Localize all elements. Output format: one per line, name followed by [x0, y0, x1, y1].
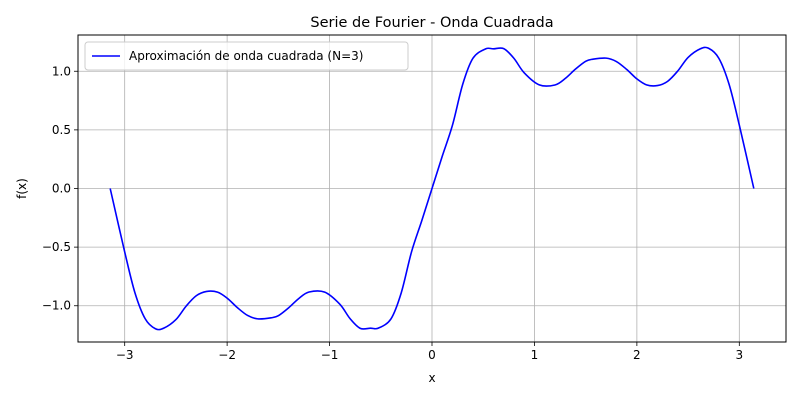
x-tick-label: −3 — [116, 348, 134, 362]
x-tick-label: −2 — [218, 348, 236, 362]
series-line — [109, 46, 755, 331]
plot-lines — [109, 46, 755, 331]
legend: Aproximación de onda cuadrada (N=3) — [84, 41, 409, 71]
legend-box — [84, 41, 409, 71]
y-tick-label: −0.5 — [42, 240, 71, 254]
x-tick-label: 1 — [531, 348, 539, 362]
y-tick-label: 0.0 — [52, 182, 71, 196]
x-tick-label: 3 — [735, 348, 743, 362]
x-tick-label: −1 — [321, 348, 339, 362]
y-axis-label: f(x) — [15, 178, 29, 199]
y-tick-label: 0.5 — [52, 123, 71, 137]
x-axis-label: x — [428, 371, 435, 385]
x-tick-label: 2 — [633, 348, 641, 362]
ticks: −3 −2 −1 0 1 2 3 −1.0 −0.5 0.0 0.5 1.0 — [42, 64, 743, 362]
x-tick-label: 0 — [428, 348, 436, 362]
legend-label: Aproximación de onda cuadrada (N=3) — [129, 49, 363, 63]
y-tick-label: 1.0 — [52, 64, 71, 78]
chart-title: Serie de Fourier - Onda Cuadrada — [310, 15, 553, 31]
y-tick-label: −1.0 — [42, 299, 71, 313]
